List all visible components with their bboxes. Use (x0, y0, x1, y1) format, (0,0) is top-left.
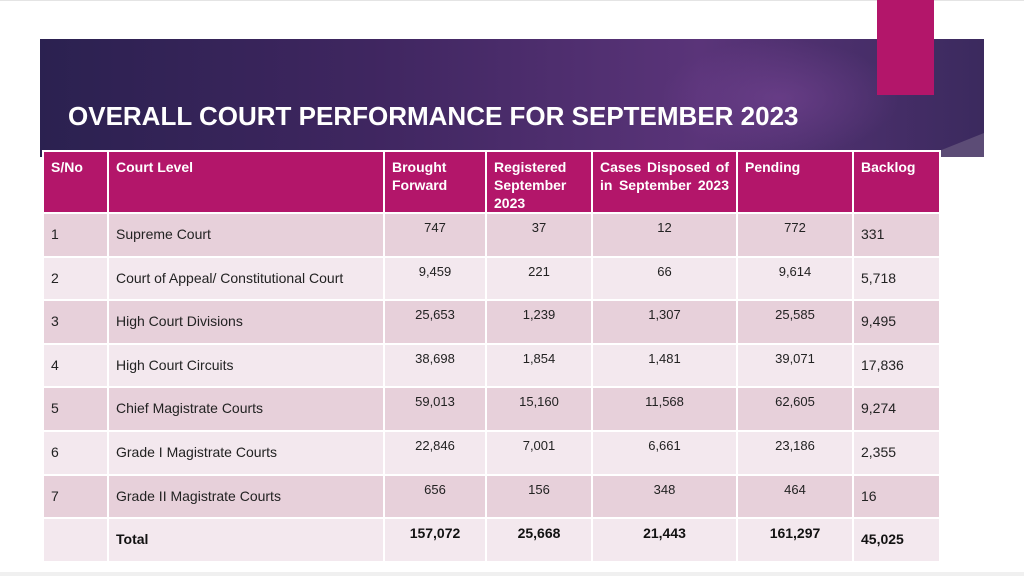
header-court-level: Court Level (107, 150, 385, 214)
cell-registered: 221 (485, 255, 593, 302)
header-pending: Pending (736, 150, 854, 214)
cell-registered: 156 (485, 473, 593, 520)
cell-court-level: Grade I Magistrate Courts (107, 429, 385, 476)
banner-glow (660, 39, 900, 157)
table-row: 3 High Court Divisions 25,653 1,239 1,30… (42, 299, 941, 345)
cell-sno: 5 (42, 386, 109, 432)
cell-backlog: 331 (852, 212, 941, 258)
cell-total-backlog: 45,025 (852, 517, 941, 563)
cell-court-level: High Court Divisions (107, 299, 385, 345)
cell-disposed: 348 (591, 473, 738, 520)
cell-brought-forward: 656 (383, 473, 487, 520)
cell-sno (42, 517, 109, 563)
slide-title: OVERALL COURT PERFORMANCE FOR SEPTEMBER … (68, 101, 799, 131)
table-row: 2 Court of Appeal/ Constitutional Court … (42, 255, 941, 302)
cell-court-level: Supreme Court (107, 212, 385, 258)
cell-pending: 25,585 (736, 299, 854, 345)
cell-total-pending: 161,297 (736, 517, 854, 563)
table-total-row: Total 157,072 25,668 21,443 161,297 45,0… (42, 517, 941, 563)
cell-total-label: Total (107, 517, 385, 563)
cell-sno: 7 (42, 473, 109, 520)
cell-backlog: 9,495 (852, 299, 941, 345)
cell-registered: 1,239 (485, 299, 593, 345)
cell-brought-forward: 9,459 (383, 255, 487, 302)
top-stripe (0, 0, 1024, 1)
table-row: 7 Grade II Magistrate Courts 656 156 348… (42, 473, 941, 520)
cell-backlog: 17,836 (852, 342, 941, 389)
cell-pending: 464 (736, 473, 854, 520)
cell-court-level: Chief Magistrate Courts (107, 386, 385, 432)
cell-disposed: 12 (591, 212, 738, 258)
cell-sno: 4 (42, 342, 109, 389)
cell-backlog: 2,355 (852, 429, 941, 476)
table-header-row: S/No Court Level Brought Forward Registe… (42, 150, 941, 214)
cell-sno: 1 (42, 212, 109, 258)
cell-brought-forward: 25,653 (383, 299, 487, 345)
cell-total-disposed: 21,443 (591, 517, 738, 563)
cell-brought-forward: 22,846 (383, 429, 487, 476)
cell-registered: 37 (485, 212, 593, 258)
bottom-line (0, 572, 1024, 576)
cell-pending: 9,614 (736, 255, 854, 302)
cell-backlog: 5,718 (852, 255, 941, 302)
table-row: 5 Chief Magistrate Courts 59,013 15,160 … (42, 386, 941, 432)
header-registered: Registered September 2023 (485, 150, 593, 214)
cell-brought-forward: 38,698 (383, 342, 487, 389)
table-row: 6 Grade I Magistrate Courts 22,846 7,001… (42, 429, 941, 476)
cell-court-level: High Court Circuits (107, 342, 385, 389)
court-performance-table: S/No Court Level Brought Forward Registe… (42, 150, 941, 563)
cell-total-brought-forward: 157,072 (383, 517, 487, 563)
cell-total-registered: 25,668 (485, 517, 593, 563)
cell-pending: 39,071 (736, 342, 854, 389)
cell-disposed: 66 (591, 255, 738, 302)
cell-pending: 23,186 (736, 429, 854, 476)
cell-sno: 6 (42, 429, 109, 476)
cell-registered: 1,854 (485, 342, 593, 389)
header-backlog: Backlog (852, 150, 941, 214)
header-sno: S/No (42, 150, 109, 214)
cell-sno: 2 (42, 255, 109, 302)
cell-pending: 62,605 (736, 386, 854, 432)
table-row: 4 High Court Circuits 38,698 1,854 1,481… (42, 342, 941, 389)
cell-court-level: Court of Appeal/ Constitutional Court (107, 255, 385, 302)
cell-disposed: 1,307 (591, 299, 738, 345)
table-row: 1 Supreme Court 747 37 12 772 331 (42, 212, 941, 258)
cell-brought-forward: 59,013 (383, 386, 487, 432)
cell-registered: 7,001 (485, 429, 593, 476)
cell-court-level: Grade II Magistrate Courts (107, 473, 385, 520)
header-disposed: Cases Disposed of in September 2023 (591, 150, 738, 214)
cell-disposed: 11,568 (591, 386, 738, 432)
header-brought-forward: Brought Forward (383, 150, 487, 214)
cell-registered: 15,160 (485, 386, 593, 432)
title-banner (40, 39, 984, 157)
cell-pending: 772 (736, 212, 854, 258)
cell-disposed: 6,661 (591, 429, 738, 476)
cell-sno: 3 (42, 299, 109, 345)
accent-bar (877, 0, 934, 95)
cell-brought-forward: 747 (383, 212, 487, 258)
cell-disposed: 1,481 (591, 342, 738, 389)
cell-backlog: 16 (852, 473, 941, 520)
cell-backlog: 9,274 (852, 386, 941, 432)
